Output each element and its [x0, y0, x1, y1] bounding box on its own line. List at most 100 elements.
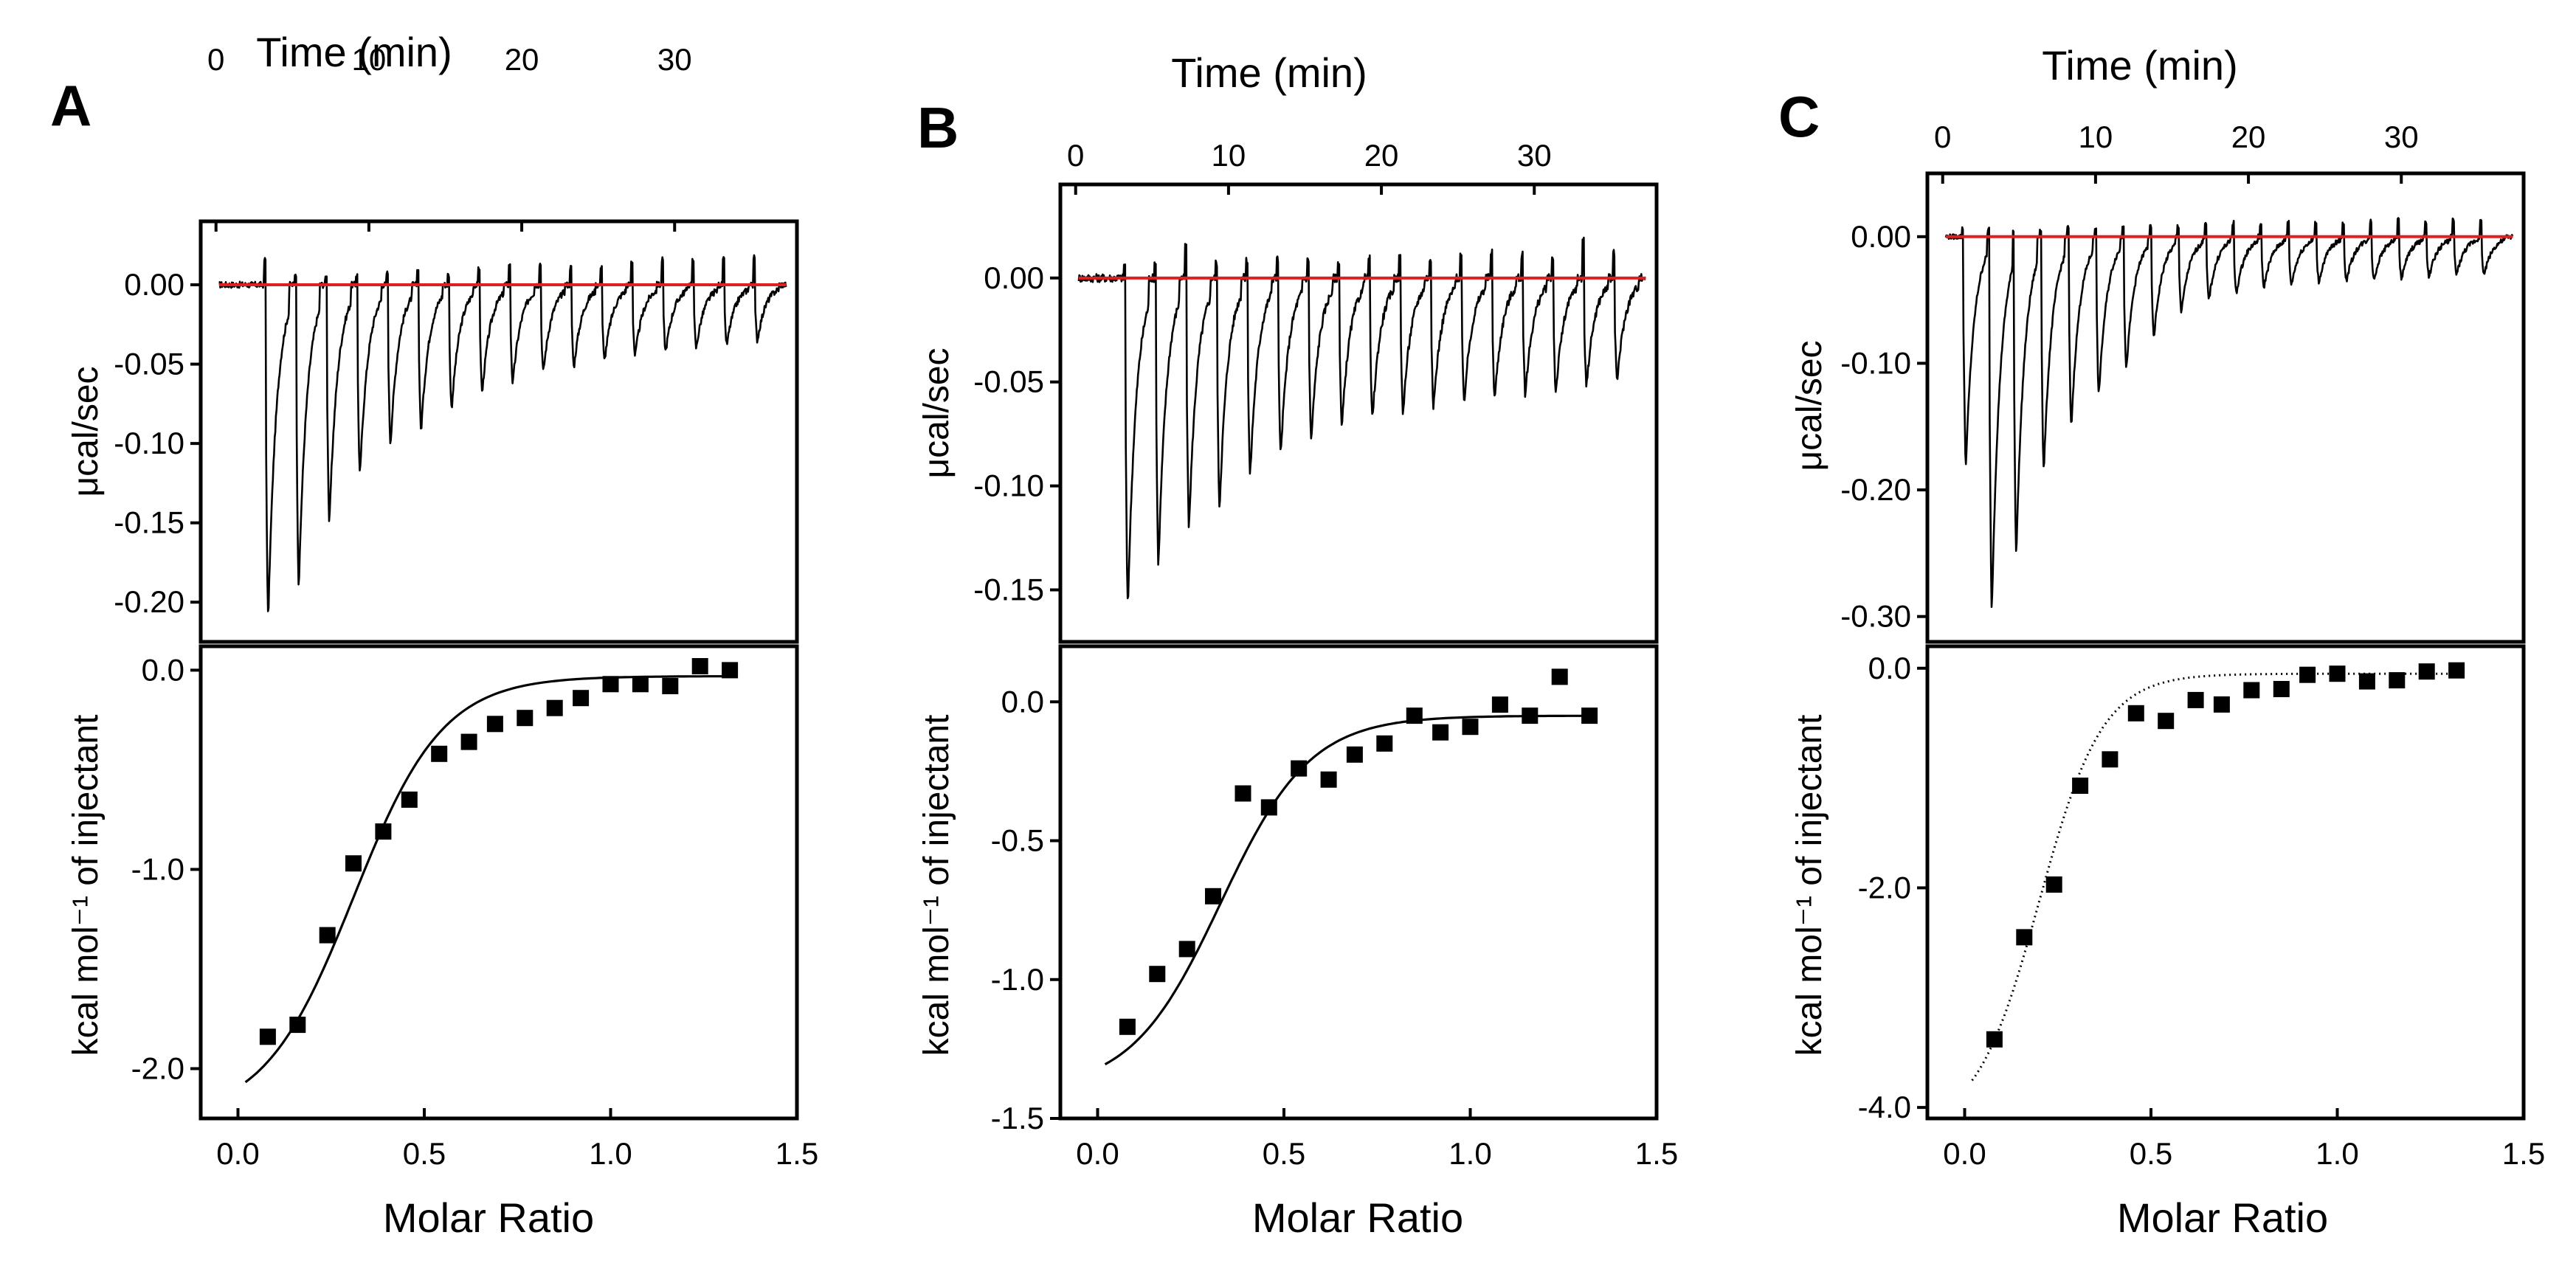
- bottom-plot-frame: [1925, 644, 2526, 1121]
- enthalpy-tick-label: 0.0: [1868, 651, 1911, 685]
- data-point: [722, 662, 739, 679]
- power-tick-label: -0.30: [1840, 599, 1911, 634]
- time-tick-label: 10: [352, 42, 387, 77]
- data-point: [401, 791, 418, 808]
- molar-tick-label: 0.5: [1263, 1136, 1305, 1171]
- data-point: [1581, 708, 1598, 724]
- heat-trace: [1077, 236, 1646, 600]
- panel-a: A Time (min) 0 10 20 30 0.00 -0.05 -0.10 -0.15 -0.…: [50, 29, 818, 1241]
- enthalpy-tick-label: -2.0: [131, 1051, 184, 1085]
- power-tick-label: 0.00: [1851, 219, 1911, 254]
- data-point: [1119, 1018, 1136, 1035]
- top-plot-frame: [1925, 171, 2526, 644]
- data-point: [2102, 751, 2119, 768]
- data-point: [2016, 929, 2033, 946]
- molar-tick-label: 0.0: [216, 1136, 259, 1171]
- molar-tick-label: 0.5: [403, 1136, 446, 1171]
- fit-curve: [1104, 714, 1598, 1066]
- data-point: [486, 716, 503, 733]
- data-point: [2418, 663, 2435, 680]
- time-tick-label: 0: [1934, 120, 1951, 154]
- molar-tick-label: 1.5: [2502, 1136, 2545, 1171]
- enthalpy-tick-label: -4.0: [1858, 1090, 1911, 1124]
- time-tick-label: 0: [1067, 138, 1084, 173]
- panel-b: B Time (min) 0 10 20 30 0.00 -0.05 -0.10 -0.15 μca…: [917, 49, 1678, 1241]
- power-tick-label: -0.20: [114, 584, 184, 619]
- panel-letter: B: [917, 95, 959, 160]
- power-tick-label: -0.10: [114, 426, 184, 460]
- data-point: [1235, 785, 1251, 802]
- data-point: [345, 855, 362, 872]
- data-point: [460, 733, 477, 750]
- molar-ratio-axis-title: Molar Ratio: [1252, 1194, 1463, 1241]
- data-point: [691, 658, 708, 674]
- data-point: [2127, 705, 2144, 722]
- molar-ratio-axis-title: Molar Ratio: [383, 1194, 594, 1241]
- data-point: [632, 676, 649, 693]
- enthalpy-tick-label: -1.0: [991, 962, 1044, 997]
- data-point: [2448, 662, 2465, 679]
- molar-tick-label: 1.0: [589, 1136, 632, 1171]
- enthalpy-tick-label: 0.0: [1001, 684, 1044, 719]
- molar-ratio-axis-title: Molar Ratio: [2117, 1194, 2328, 1241]
- data-point: [375, 823, 392, 840]
- time-tick-label: 30: [657, 42, 692, 77]
- data-point: [2329, 665, 2346, 682]
- molar-tick-label: 1.0: [1448, 1136, 1491, 1171]
- data-point: [1205, 888, 1221, 904]
- data-point: [546, 699, 563, 716]
- enthalpy-tick-label: 0.0: [142, 652, 184, 687]
- bottom-plot-frame: [1058, 644, 1659, 1121]
- bottom-plot-frame: [198, 644, 799, 1121]
- enthalpy-tick-label: -0.5: [991, 823, 1044, 858]
- top-plot-frame: [198, 219, 799, 644]
- molar-tick-label: 1.5: [1635, 1136, 1678, 1171]
- data-point: [259, 1028, 276, 1045]
- power-tick-label: -0.10: [973, 468, 1044, 503]
- fit-curve: [244, 674, 738, 1084]
- data-point: [1986, 1031, 2003, 1048]
- power-tick-label: -0.15: [114, 505, 184, 540]
- data-point: [431, 745, 448, 762]
- data-point: [2045, 876, 2062, 893]
- enthalpy-tick-label: -2.0: [1858, 870, 1911, 904]
- data-point: [2389, 672, 2406, 689]
- data-point: [289, 1017, 306, 1034]
- time-tick-label: 10: [1212, 138, 1246, 173]
- time-tick-label: 0: [207, 42, 224, 77]
- power-tick-label: 0.00: [124, 267, 184, 302]
- panel-letter: A: [50, 73, 91, 138]
- data-point: [1260, 799, 1277, 816]
- data-point: [1291, 760, 1308, 777]
- panel-c: C Time (min) 0 10 20 30 0.00 -0.10 -0.20 -0.30 μca…: [1778, 42, 2545, 1241]
- heat-trace: [218, 254, 787, 612]
- data-point: [2158, 713, 2175, 730]
- molar-tick-label: 1.0: [2316, 1136, 2358, 1171]
- time-tick-label: 20: [505, 42, 539, 77]
- enthalpy-tick-label: -1.0: [131, 851, 184, 886]
- power-axis-title: μcal/sec: [917, 347, 956, 478]
- data-point: [1462, 719, 1479, 736]
- time-axis-title: Time (min): [2042, 42, 2237, 89]
- molar-tick-label: 0.0: [1943, 1136, 1986, 1171]
- power-tick-label: -0.05: [114, 347, 184, 381]
- time-axis-title: Time (min): [256, 29, 452, 75]
- data-point: [1320, 771, 1337, 788]
- data-point: [1149, 966, 1166, 983]
- heat-trace: [1944, 217, 2514, 609]
- power-axis-title: μcal/sec: [66, 366, 106, 497]
- time-tick-label: 20: [1364, 138, 1399, 173]
- molar-tick-label: 0.0: [1076, 1136, 1119, 1171]
- data-point: [2187, 691, 2204, 708]
- data-point: [2299, 666, 2316, 683]
- molar-tick-label: 0.5: [2130, 1136, 2172, 1171]
- data-point: [1346, 746, 1363, 763]
- molar-tick-label: 1.5: [776, 1136, 818, 1171]
- power-tick-label: -0.10: [1840, 345, 1911, 380]
- data-point: [662, 678, 679, 694]
- time-tick-label: 10: [2079, 120, 2113, 154]
- data-point: [1178, 941, 1195, 958]
- data-point: [2072, 778, 2089, 794]
- data-point: [1432, 724, 1449, 741]
